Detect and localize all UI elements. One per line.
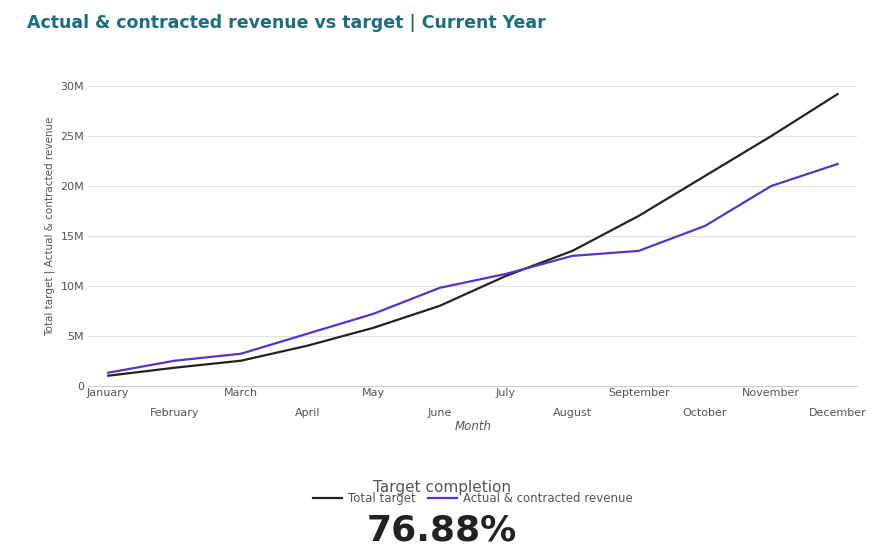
Actual & contracted revenue — [435, 284, 446, 291]
Legend: Total target, Actual & contracted revenue: Total target, Actual & contracted revenu… — [309, 488, 637, 510]
X-axis label: Month: Month — [454, 420, 492, 434]
Total target — [235, 358, 246, 364]
Total target — [633, 213, 644, 219]
Actual & contracted revenue — [369, 311, 379, 317]
Actual & contracted revenue — [766, 183, 777, 190]
Total target — [568, 247, 578, 254]
Total target — [170, 364, 180, 371]
Actual & contracted revenue — [302, 331, 313, 337]
Line: Actual & contracted revenue: Actual & contracted revenue — [109, 164, 838, 372]
Actual & contracted revenue — [700, 223, 711, 229]
Total target — [302, 343, 313, 349]
Actual & contracted revenue — [833, 161, 843, 168]
Actual & contracted revenue — [103, 369, 113, 376]
Text: Target completion: Target completion — [373, 480, 511, 495]
Text: 76.88%: 76.88% — [367, 513, 517, 547]
Total target — [435, 302, 446, 309]
Text: Actual & contracted revenue vs target | Current Year: Actual & contracted revenue vs target | … — [27, 14, 545, 32]
Total target — [369, 325, 379, 331]
Total target — [766, 133, 777, 139]
Actual & contracted revenue — [633, 247, 644, 254]
Actual & contracted revenue — [235, 350, 246, 357]
Total target — [700, 172, 711, 179]
Line: Total target: Total target — [109, 94, 838, 376]
Y-axis label: Total target | Actual & contracted revenue: Total target | Actual & contracted reven… — [44, 116, 55, 336]
Actual & contracted revenue — [170, 358, 180, 364]
Actual & contracted revenue — [500, 271, 511, 277]
Total target — [833, 91, 843, 98]
Actual & contracted revenue — [568, 252, 578, 259]
Total target — [500, 273, 511, 279]
Total target — [103, 372, 113, 379]
